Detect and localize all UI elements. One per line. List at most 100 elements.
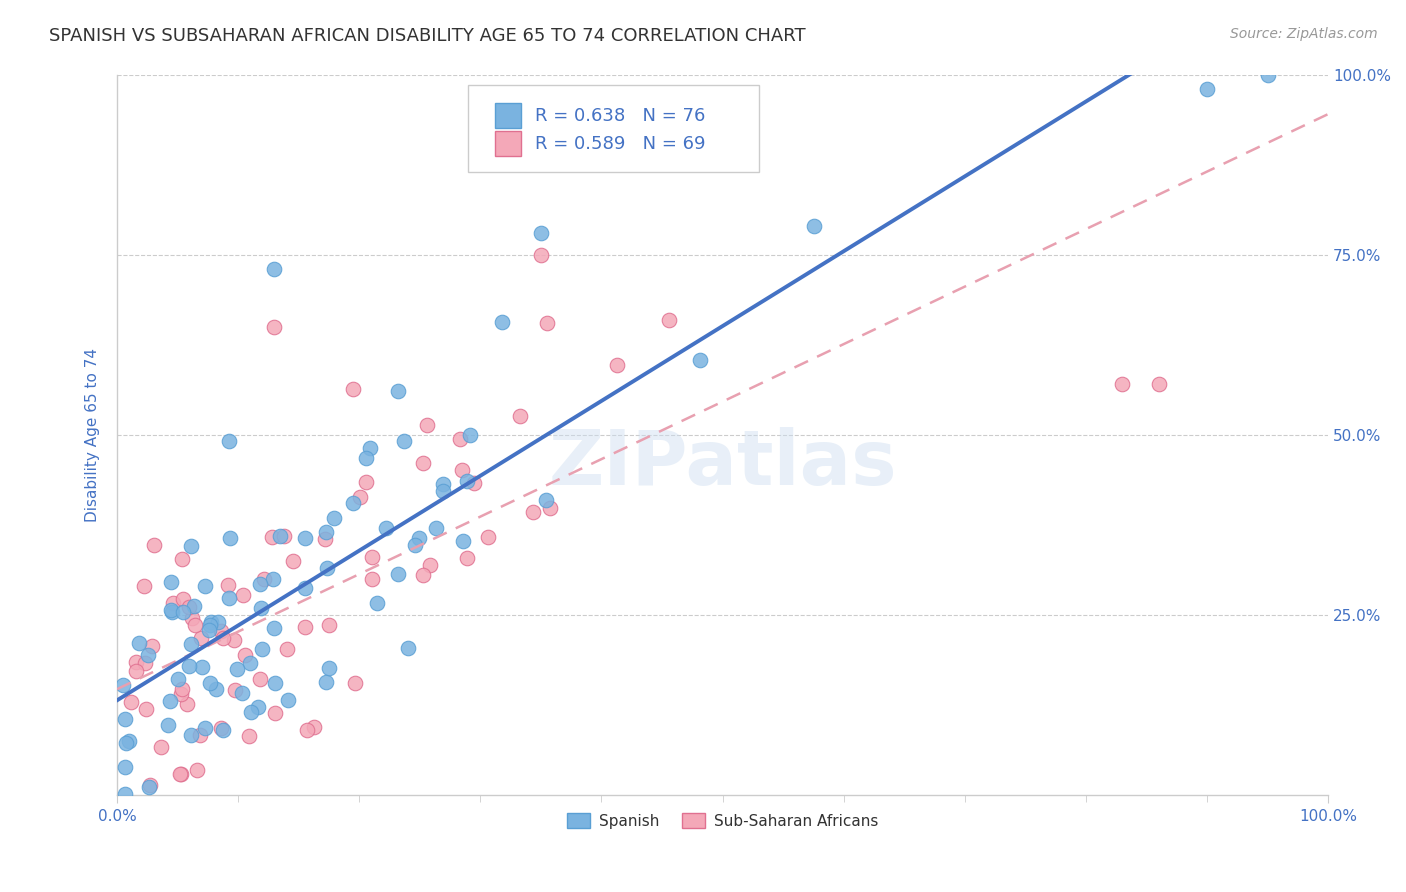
Point <box>263 319 285 334</box>
Point <box>132 578 155 592</box>
Point <box>239 656 262 670</box>
Point <box>269 529 291 543</box>
Point <box>263 262 285 277</box>
Point <box>294 620 316 634</box>
Point <box>1257 68 1279 82</box>
Point <box>432 484 454 499</box>
Point <box>179 599 201 614</box>
Point <box>114 712 136 726</box>
Point <box>530 226 553 240</box>
Point <box>536 492 558 507</box>
Point <box>1111 377 1133 392</box>
Point <box>449 432 471 446</box>
Point <box>477 530 499 544</box>
Point <box>142 538 165 552</box>
Point <box>170 767 193 781</box>
Point <box>143 805 166 820</box>
Point <box>198 623 221 637</box>
Point <box>224 682 246 697</box>
Point <box>264 675 287 690</box>
Bar <box>495 103 522 128</box>
Point <box>207 615 229 629</box>
Point <box>218 434 240 448</box>
Point <box>200 615 222 630</box>
Point <box>412 456 434 470</box>
Point <box>177 659 200 673</box>
Point <box>536 316 558 330</box>
Point <box>212 723 235 737</box>
Point <box>294 582 316 596</box>
Point <box>315 524 337 539</box>
Point <box>408 531 430 545</box>
Point <box>273 529 295 543</box>
Point <box>349 490 371 504</box>
Point <box>180 728 202 742</box>
Point <box>366 596 388 610</box>
Point <box>658 313 681 327</box>
Point <box>263 706 285 720</box>
Point <box>198 617 221 632</box>
Point <box>184 617 207 632</box>
Point <box>157 717 180 731</box>
Point <box>295 723 318 738</box>
Point <box>392 434 415 448</box>
Point <box>283 554 305 568</box>
Point <box>128 636 150 650</box>
Point <box>342 495 364 509</box>
Bar <box>495 131 522 156</box>
Point <box>374 521 396 535</box>
Point <box>141 639 163 653</box>
Point <box>354 475 377 489</box>
Point <box>135 702 157 716</box>
Point <box>231 686 253 700</box>
Point <box>404 538 426 552</box>
Point <box>276 641 298 656</box>
Y-axis label: Disability Age 65 to 74: Disability Age 65 to 74 <box>86 348 100 522</box>
Point <box>451 534 474 549</box>
Point <box>114 736 136 750</box>
Point <box>318 660 340 674</box>
Point <box>170 551 193 566</box>
Point <box>456 550 478 565</box>
Point <box>169 767 191 781</box>
Point <box>159 694 181 708</box>
Point <box>181 611 204 625</box>
Point <box>538 500 561 515</box>
Point <box>226 662 249 676</box>
Point <box>396 640 419 655</box>
Point <box>235 648 257 663</box>
Point <box>263 621 285 635</box>
Point <box>262 572 284 586</box>
Point <box>180 636 202 650</box>
Point <box>125 665 148 679</box>
Point <box>416 418 439 433</box>
Point <box>314 532 336 546</box>
Point <box>361 572 384 586</box>
Point <box>218 591 240 606</box>
Point <box>253 572 276 586</box>
Point <box>209 721 232 735</box>
Point <box>318 618 340 632</box>
Point <box>219 531 242 545</box>
Point <box>160 602 183 616</box>
Point <box>238 730 260 744</box>
Point <box>139 778 162 792</box>
Text: R = 0.589   N = 69: R = 0.589 N = 69 <box>534 135 706 153</box>
Point <box>432 476 454 491</box>
Point <box>190 631 212 645</box>
Point <box>1195 82 1218 96</box>
Point <box>249 576 271 591</box>
Point <box>114 787 136 801</box>
Point <box>172 682 194 697</box>
Point <box>354 450 377 465</box>
Point <box>250 642 273 657</box>
Point <box>167 672 190 686</box>
Point <box>260 530 283 544</box>
Point <box>491 315 513 329</box>
Point <box>419 558 441 572</box>
Text: ZIPatlas: ZIPatlas <box>548 426 897 500</box>
Point <box>246 700 269 714</box>
Point <box>160 575 183 590</box>
Point <box>191 660 214 674</box>
Point <box>250 601 273 615</box>
